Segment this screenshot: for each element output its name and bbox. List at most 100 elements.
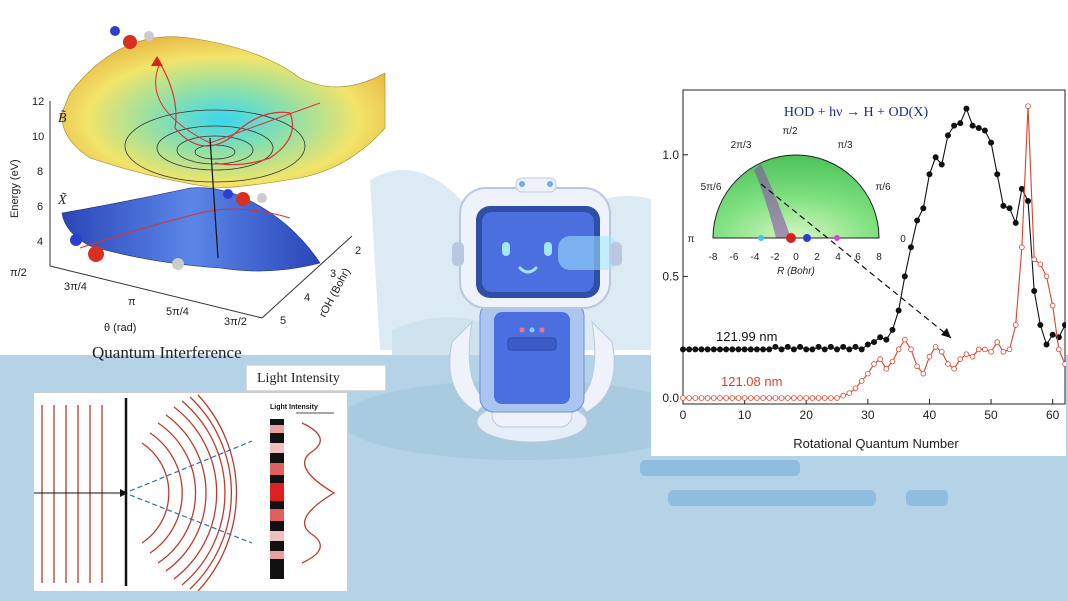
- data-point: [772, 343, 779, 350]
- data-point: [692, 346, 699, 353]
- polar-r-tick: 6: [855, 252, 861, 263]
- deco-bar-3: [906, 490, 948, 506]
- data-point: [803, 395, 810, 401]
- theta-tick: π/2: [10, 267, 27, 279]
- molecule-icon: [70, 234, 184, 270]
- data-point: [926, 171, 933, 178]
- data-point: [679, 346, 686, 353]
- data-point: [883, 366, 890, 372]
- data-point: [852, 385, 859, 392]
- quantum-interference-title: Quantum Interference: [92, 343, 242, 362]
- data-point: [735, 346, 742, 353]
- data-point: [680, 395, 686, 401]
- polar-angle-label: 2π/3: [731, 140, 752, 151]
- x-tick-label: 60: [1046, 408, 1060, 422]
- data-point: [1061, 322, 1068, 329]
- robot-eye: [502, 242, 510, 256]
- data-point: [772, 395, 779, 401]
- data-point: [840, 343, 847, 350]
- theta-tick: 3π/4: [64, 281, 87, 293]
- upper-surface: [61, 36, 386, 189]
- series-label-red: 121.08 nm: [721, 374, 782, 389]
- data-point: [975, 346, 982, 353]
- data-point: [1012, 322, 1019, 328]
- theta-axis-ticks: π/2 3π/4 π 5π/4 3π/2: [10, 267, 247, 328]
- data-point: [926, 353, 933, 360]
- data-point: [747, 395, 754, 401]
- data-point: [938, 348, 945, 355]
- data-point: [932, 154, 939, 161]
- x-tick-label: 20: [800, 408, 814, 422]
- data-point: [883, 336, 890, 343]
- state-x-label: X̃: [57, 192, 67, 208]
- data-point: [951, 366, 957, 372]
- data-point: [963, 351, 970, 358]
- rotational-distribution-figure: 0 10 20 30 40 50 60 0.0 0.5 1.0 Rotational Quantu…: [651, 88, 1068, 456]
- polar-r-label: R (Bohr): [777, 266, 815, 277]
- data-point: [951, 122, 958, 129]
- data-point: [994, 339, 1001, 345]
- polar-wavefunction-map: [712, 154, 880, 239]
- data-point: [698, 346, 705, 353]
- energy-axis-label: Energy (eV): [9, 159, 21, 218]
- intensity-curve: [301, 422, 336, 564]
- data-point: [1000, 202, 1007, 209]
- data-point: [975, 125, 982, 132]
- polar-r-tick: 4: [835, 252, 841, 263]
- reaction-title: HOD + hν → H + OD(X): [784, 105, 929, 120]
- energy-axis-ticks: 12 10 8 6 4: [32, 96, 44, 248]
- light-intensity-box: Light Intensity: [246, 365, 386, 391]
- polar-r-tick: -2: [771, 252, 780, 263]
- data-point: [741, 346, 748, 353]
- data-point: [821, 346, 828, 353]
- polar-angle-label: π/3: [837, 140, 853, 151]
- data-point: [1006, 205, 1013, 212]
- robot-visor: [558, 236, 618, 270]
- data-point: [877, 334, 884, 341]
- data-point: [982, 346, 988, 353]
- data-point: [901, 273, 908, 280]
- data-point: [920, 205, 927, 212]
- data-point: [957, 120, 964, 127]
- data-point: [871, 361, 877, 367]
- plane-wavefronts: [41, 405, 103, 583]
- data-point: [981, 127, 988, 134]
- polar-angle-label: 0: [900, 234, 906, 245]
- data-point: [729, 395, 736, 401]
- data-point: [754, 395, 760, 401]
- lower-surface: [61, 187, 321, 272]
- theta-axis-label: θ (rad): [104, 322, 136, 334]
- data-point: [1049, 331, 1056, 338]
- roh-tick: 4: [304, 292, 310, 304]
- pointer-arrow: [760, 183, 952, 339]
- data-point: [686, 395, 692, 401]
- data-point: [864, 341, 871, 348]
- data-point: [778, 346, 785, 353]
- data-point: [858, 346, 865, 353]
- double-slit-figure: Light Intensity: [33, 392, 348, 592]
- polar-r-tick: 0: [793, 252, 799, 263]
- data-point: [846, 390, 853, 396]
- data-point: [852, 343, 859, 350]
- circular-wavefronts: [141, 394, 238, 592]
- data-point: [865, 370, 871, 377]
- energy-tick: 4: [37, 236, 43, 248]
- theta-tick: π: [128, 296, 136, 308]
- data-point: [1043, 341, 1050, 348]
- data-point: [803, 346, 810, 353]
- data-point: [766, 346, 773, 353]
- robot-apron: [494, 312, 570, 404]
- x-tick-label: 10: [738, 408, 752, 422]
- data-point: [846, 346, 853, 353]
- data-point: [932, 344, 939, 350]
- data-point: [895, 346, 902, 353]
- data-point: [1049, 302, 1056, 309]
- data-point: [766, 395, 773, 401]
- data-point: [840, 392, 846, 399]
- polar-r-tick: -8: [709, 252, 718, 263]
- data-point: [711, 395, 717, 401]
- energy-tick: 12: [32, 96, 44, 108]
- data-point: [1037, 261, 1044, 268]
- data-point: [686, 346, 693, 353]
